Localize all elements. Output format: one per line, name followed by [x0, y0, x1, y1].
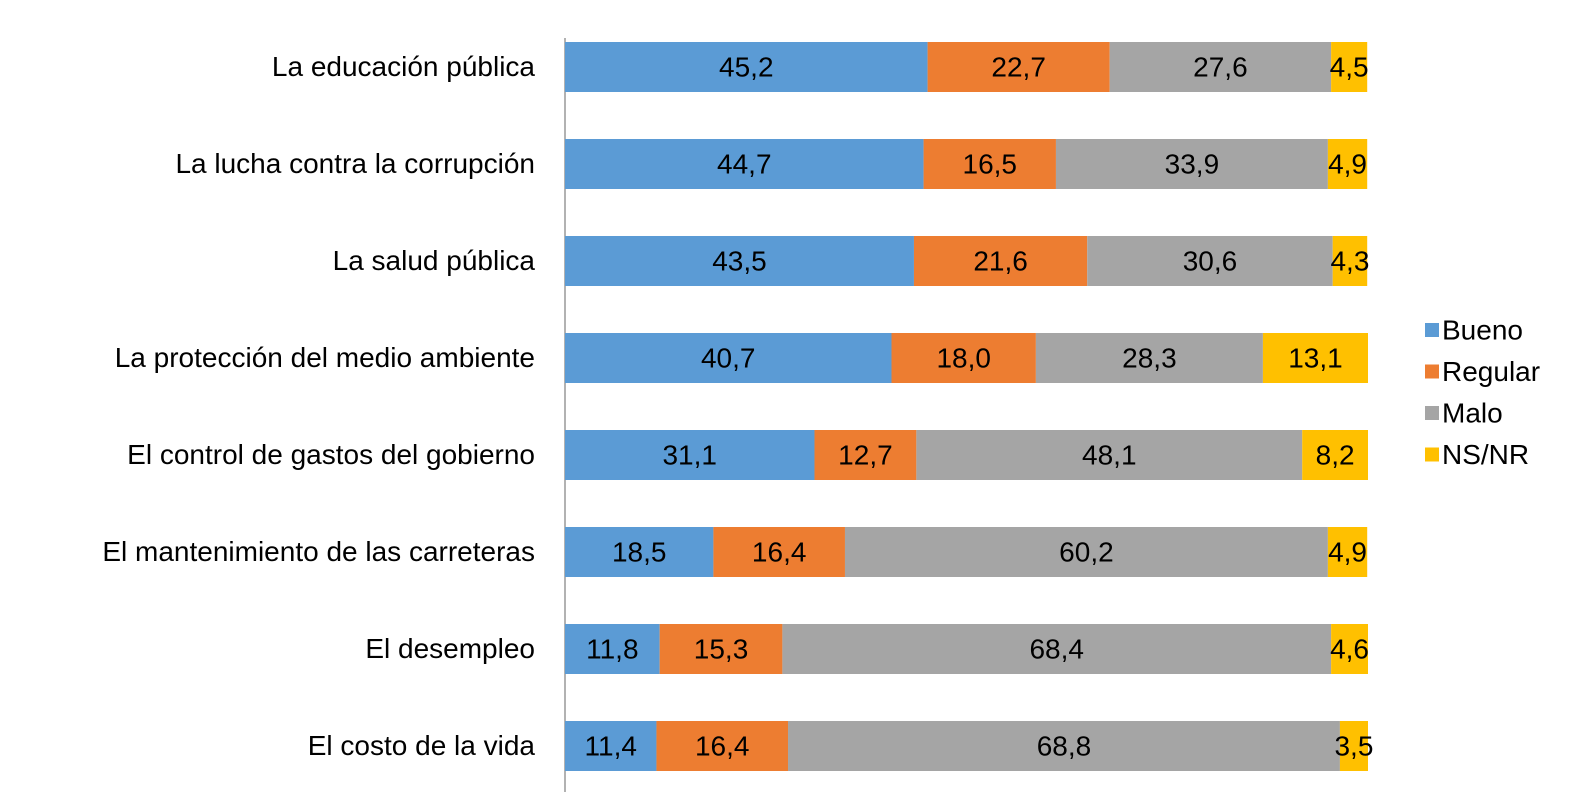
bar-segment [1327, 139, 1368, 189]
bar-segment [923, 139, 1056, 189]
category-text: El costo de la vida [307, 730, 535, 761]
bar-segment [1331, 624, 1368, 674]
category-text: La protección del medio ambiente [114, 342, 535, 373]
data-label: 4,3 [1330, 246, 1369, 277]
legend-label: Malo [1442, 398, 1503, 429]
data-label: 21,6 [973, 246, 1028, 277]
bar-segment [565, 42, 928, 92]
category-label: El control de gastos del gobierno [0, 410, 535, 500]
data-label: 18,5 [612, 537, 667, 568]
bar-segment [1109, 42, 1332, 92]
data-label: 3,5 [1334, 731, 1373, 762]
bar-segment [1087, 236, 1333, 286]
data-label: 11,8 [586, 634, 638, 665]
data-label: 44,7 [717, 149, 772, 180]
bar-segment [916, 430, 1303, 480]
data-label: 68,4 [1029, 634, 1084, 665]
bar-segment [565, 236, 914, 286]
data-label: 15,3 [694, 634, 749, 665]
data-label: 22,7 [991, 52, 1046, 83]
category-label: La educación pública [0, 22, 535, 112]
legend-label: NS/NR [1442, 439, 1529, 470]
bar-segment [565, 139, 924, 189]
category-text: La salud pública [332, 245, 535, 276]
bar-segment [1035, 333, 1263, 383]
data-label: 16,4 [752, 537, 807, 568]
data-label: 13,1 [1288, 343, 1343, 374]
bar-segment [1327, 527, 1368, 577]
data-label: 45,2 [719, 52, 774, 83]
data-label: 4,6 [1330, 634, 1369, 665]
bar-segment [565, 527, 714, 577]
bar-segment [565, 721, 657, 771]
category-label: El mantenimiento de las carreteras [0, 507, 535, 597]
bar-segment [844, 527, 1328, 577]
data-label: 31,1 [662, 440, 717, 471]
bar-segment [927, 42, 1110, 92]
data-label: 12,7 [838, 440, 893, 471]
data-label: 11,4 [585, 731, 637, 762]
data-label: 48,1 [1082, 440, 1137, 471]
legend-label: Regular [1442, 356, 1540, 387]
data-label: 33,9 [1165, 149, 1220, 180]
bar-segment [659, 624, 783, 674]
data-label: 30,6 [1183, 246, 1238, 277]
category-text: La lucha contra la corrupción [175, 148, 535, 179]
bar-segment [1302, 430, 1368, 480]
bar-segment [788, 721, 1340, 771]
bar-segment [565, 430, 815, 480]
category-label: La salud pública [0, 216, 535, 306]
bar-segment [913, 236, 1088, 286]
data-label: 60,2 [1059, 537, 1114, 568]
legend-swatch [1425, 406, 1439, 420]
category-label: La lucha contra la corrupción [0, 119, 535, 209]
data-label: 28,3 [1122, 343, 1177, 374]
data-label: 4,9 [1328, 149, 1367, 180]
bar-segment [1055, 139, 1328, 189]
data-label: 16,5 [963, 149, 1018, 180]
data-label: 4,5 [1330, 52, 1369, 83]
bar-segment [1331, 42, 1368, 92]
legend-label: Bueno [1442, 315, 1523, 346]
bar-segment [656, 721, 789, 771]
category-label: El costo de la vida [0, 701, 535, 791]
bar-segment [713, 527, 845, 577]
legend-swatch [1425, 323, 1439, 337]
bar-segment [565, 333, 892, 383]
data-label: 16,4 [695, 731, 750, 762]
data-label: 4,9 [1328, 537, 1367, 568]
bar-segment [1339, 721, 1368, 771]
category-text: La educación pública [271, 51, 535, 82]
data-label: 8,2 [1316, 440, 1355, 471]
category-text: El control de gastos del gobierno [127, 439, 535, 470]
category-label: El desempleo [0, 604, 535, 694]
category-text: El mantenimiento de las carreteras [102, 536, 535, 567]
legend-swatch [1425, 364, 1439, 379]
bar-segment [782, 624, 1332, 674]
category-text: El desempleo [365, 633, 535, 664]
bar-segment [1332, 236, 1368, 286]
data-label: 18,0 [936, 343, 991, 374]
data-label: 43,5 [712, 246, 767, 277]
bar-segment [891, 333, 1036, 383]
data-label: 68,8 [1037, 731, 1092, 762]
bar-segment [1262, 333, 1368, 383]
legend-swatch [1425, 447, 1439, 462]
category-label: La protección del medio ambiente [0, 313, 535, 403]
data-label: 27,6 [1193, 52, 1248, 83]
bar-segment [565, 624, 660, 674]
bar-segment [814, 430, 917, 480]
data-label: 40,7 [701, 343, 756, 374]
